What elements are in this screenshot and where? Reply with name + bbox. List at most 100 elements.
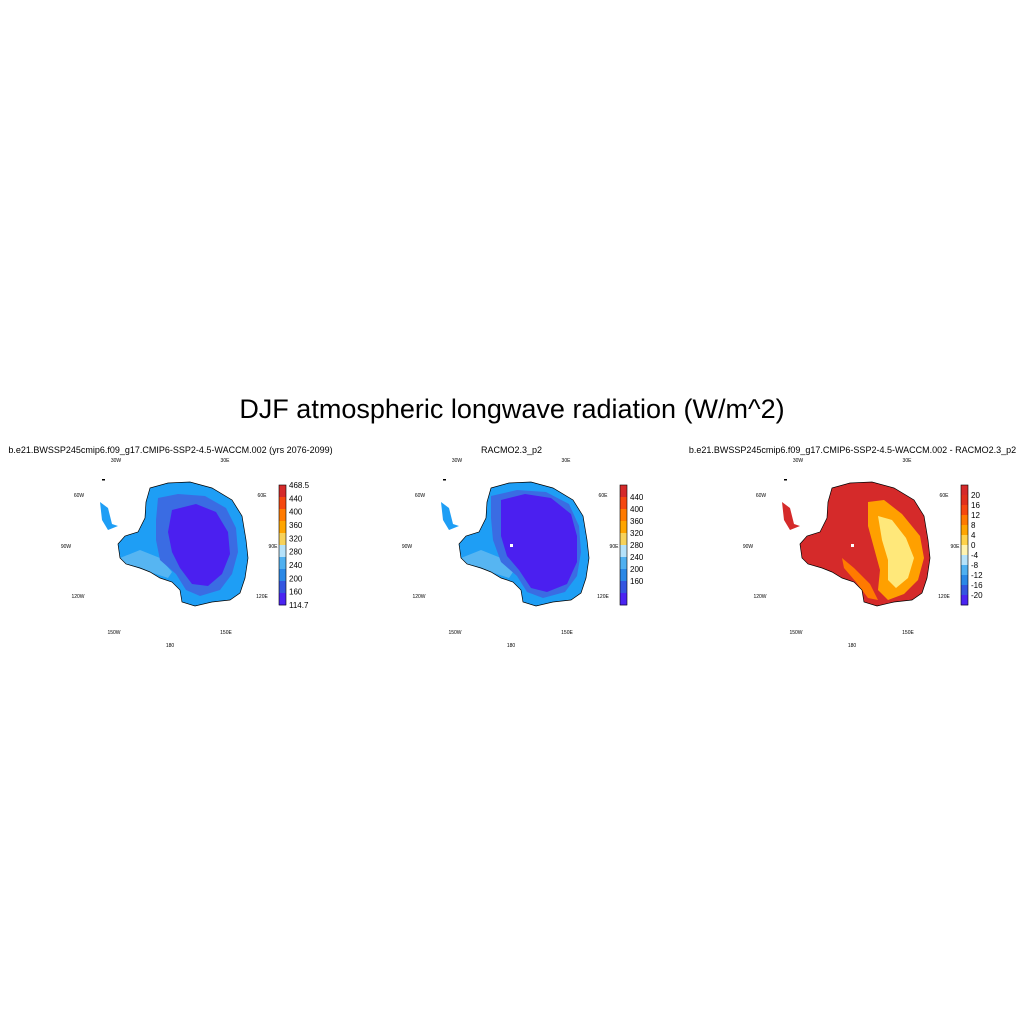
colorbar-swatch [620, 485, 627, 498]
colorbar-label: 280 [289, 548, 303, 557]
colorbar-swatch [620, 521, 627, 534]
colorbar-label: 200 [289, 574, 303, 583]
colorbar-swatch [620, 497, 627, 510]
colorbar: 468.5 440 400 360 320 280 240 200 160 114.7 [278, 481, 310, 610]
panel-diff: b.e21.BWSSP245cmip6.f09_g17.CMIP6-SSP2-4… [682, 440, 1023, 655]
small-island [443, 479, 446, 481]
colorbar-label: 200 [630, 565, 644, 574]
lon-label-60w: 60W [415, 493, 426, 499]
lon-label-30e: 30E [562, 458, 572, 464]
pole-marker [510, 544, 513, 547]
lon-label-30w: 30W [793, 458, 804, 464]
colorbar-label: 240 [630, 553, 644, 562]
panel-title: RACMO2.3_p2 [480, 445, 543, 455]
colorbar-swatch [620, 569, 627, 582]
land [100, 482, 248, 606]
lon-label-60w: 60W [756, 493, 767, 499]
colorbar-swatch [279, 485, 286, 498]
colorbar-swatch [620, 557, 627, 570]
colorbar-swatch [961, 525, 968, 536]
colorbar-label: -16 [971, 581, 983, 590]
colorbar-label: 440 [630, 493, 644, 502]
small-island [784, 479, 787, 481]
colorbar-label: 280 [630, 541, 644, 550]
colorbar-label: 12 [971, 511, 980, 520]
coastline [799, 481, 931, 607]
colorbar-label: 16 [971, 501, 980, 510]
colorbar-swatch [620, 581, 627, 594]
lon-label-30e: 30E [221, 458, 231, 464]
lon-label-150w: 150W [448, 630, 461, 636]
land [441, 482, 589, 606]
lon-label-150e: 150E [561, 630, 573, 636]
colorbar-swatch [620, 533, 627, 546]
lon-label-120w: 120W [412, 594, 425, 600]
lon-label-180: 180 [166, 643, 175, 649]
lon-label-180: 180 [507, 643, 516, 649]
lon-label-120e: 120E [256, 594, 268, 600]
lon-label-60e: 60E [940, 493, 950, 499]
colorbar-label: 320 [289, 534, 303, 543]
colorbar-swatch [961, 585, 968, 596]
colorbar: 440 400 360 320 280 240 200 160 [619, 484, 644, 606]
land [782, 482, 930, 606]
lon-label-90e: 90E [269, 544, 279, 550]
lon-label-30w: 30W [111, 458, 122, 464]
colorbar-label: 360 [630, 517, 644, 526]
panel-racmo: RACMO2.3_p2 30W 30E 60W 60E 90W 90E 120W… [341, 440, 682, 655]
colorbar-label: 320 [630, 529, 644, 538]
lon-label-150w: 150W [789, 630, 802, 636]
colorbar-label: 400 [289, 508, 303, 517]
lon-label-120w: 120W [71, 594, 84, 600]
colorbar-swatch [279, 593, 286, 606]
land-inner [501, 494, 577, 592]
ross-ice-shelf [461, 550, 513, 578]
lon-label-90e: 90E [610, 544, 620, 550]
colorbar-label: -12 [971, 571, 983, 580]
colorbar-label: 468.5 [289, 481, 310, 490]
colorbar-swatch [279, 569, 286, 582]
colorbar-label: 0 [971, 541, 976, 550]
colorbar-frame [960, 484, 969, 606]
lon-label-60w: 60W [74, 493, 85, 499]
colorbar-swatch [279, 557, 286, 570]
lon-label-120w: 120W [753, 594, 766, 600]
colorbar-label: 440 [289, 494, 303, 503]
land-inner [878, 516, 914, 588]
colorbar-label: 400 [630, 505, 644, 514]
coastline [117, 481, 249, 607]
colorbar-label: -20 [971, 591, 983, 600]
colorbar-swatch [961, 565, 968, 576]
lon-label-150w: 150W [107, 630, 120, 636]
colorbar-label: 160 [289, 588, 303, 597]
colorbar-label: 360 [289, 521, 303, 530]
antarctica-map: 30W 30E 60W 60E 90W 90E 120W 120E 150W 1… [61, 458, 310, 649]
colorbar-label: -8 [971, 561, 979, 570]
colorbar-swatch [620, 509, 627, 522]
colorbar-label: 4 [971, 531, 976, 540]
colorbar-swatch [961, 555, 968, 566]
antarctica-map: 30W 30E 60W 60E 90W 90E 120W 120E 150W 1… [402, 458, 644, 649]
colorbar-label: 20 [971, 491, 980, 500]
lon-label-30w: 30W [452, 458, 463, 464]
colorbar-frame [278, 484, 287, 606]
antarctica-map: 30W 30E 60W 60E 90W 90E 120W 120E 150W 1… [743, 458, 983, 649]
colorbar-swatch [620, 545, 627, 558]
colorbar-swatch [279, 497, 286, 510]
colorbar-swatch [279, 581, 286, 594]
colorbar-label: 114.7 [289, 601, 309, 610]
lon-label-60e: 60E [258, 493, 268, 499]
figure-title: DJF atmospheric longwave radiation (W/m^… [239, 394, 785, 424]
colorbar-swatch [279, 545, 286, 558]
lon-label-90w: 90W [61, 544, 72, 550]
ross-ice-shelf [120, 550, 172, 578]
panel-title: b.e21.BWSSP245cmip6.f09_g17.CMIP6-SSP2-4… [688, 445, 1017, 455]
colorbar-swatch [961, 575, 968, 586]
colorbar-swatch [279, 521, 286, 534]
colorbar-swatch [961, 485, 968, 496]
lon-label-150e: 150E [902, 630, 914, 636]
colorbar-swatch [620, 593, 627, 606]
ross-ice-shelf [842, 558, 878, 600]
lon-label-30e: 30E [903, 458, 913, 464]
